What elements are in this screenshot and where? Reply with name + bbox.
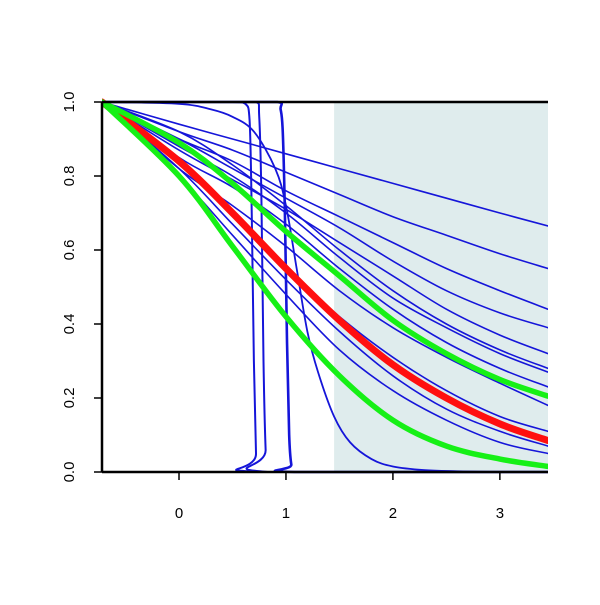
series-line-4	[102, 101, 548, 329]
x-tick-label: 2	[389, 505, 397, 522]
x-tick-label: 0	[175, 505, 183, 522]
y-tick-label: 0.8	[61, 166, 78, 187]
tick-layer: 0 1 2 3 0.0 0.2 0.4 0.6 0.8 1.0	[61, 92, 504, 522]
series-line-17	[102, 98, 548, 445]
y-tick-label: 0.6	[61, 240, 78, 261]
series-line-6	[102, 101, 548, 370]
y-tick-label: 0.2	[61, 388, 78, 409]
y-tick-label: 0.4	[61, 314, 78, 335]
shaded-region-layer	[334, 102, 548, 472]
x-tick-label: 1	[282, 505, 290, 522]
series-line-18	[102, 99, 548, 399]
series-line-1	[102, 101, 548, 227]
shaded-region	[334, 102, 548, 472]
series-line-8	[102, 101, 548, 388]
x-tick-label: 3	[496, 505, 504, 522]
series-line-19	[102, 99, 548, 470]
axes-layer	[100, 100, 548, 474]
y-tick-label: 1.0	[61, 92, 78, 113]
series-line-5	[102, 101, 548, 355]
y-tick-label: 0.0	[61, 462, 78, 483]
series-line-11	[102, 101, 548, 447]
